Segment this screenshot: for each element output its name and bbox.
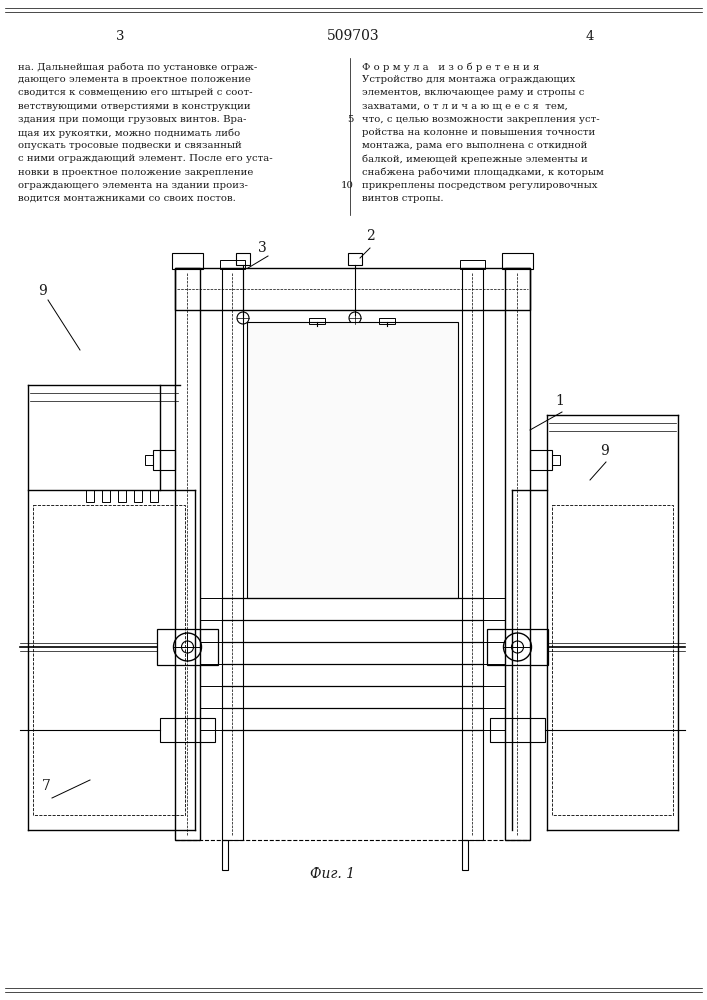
Bar <box>222 268 243 840</box>
Text: ограждающего элемента на здании произ-: ограждающего элемента на здании произ- <box>18 181 248 190</box>
Text: 4: 4 <box>586 30 594 43</box>
Bar <box>153 450 175 470</box>
Text: водится монтажниками со своих постов.: водится монтажниками со своих постов. <box>18 194 236 203</box>
Text: элементов, включающее раму и стропы с: элементов, включающее раму и стропы с <box>362 88 585 97</box>
Text: что, с целью возможности закрепления уст-: что, с целью возможности закрепления уст… <box>362 115 600 124</box>
Bar <box>505 268 530 840</box>
Bar <box>160 718 215 742</box>
Text: 9: 9 <box>600 444 609 458</box>
Bar <box>348 253 362 265</box>
Bar <box>175 268 200 840</box>
Text: щая их рукоятки, можно поднимать либо: щая их рукоятки, можно поднимать либо <box>18 128 240 137</box>
Text: прикреплены посредством регулировочных: прикреплены посредством регулировочных <box>362 181 597 190</box>
Text: Фиг. 1: Фиг. 1 <box>310 867 355 881</box>
Text: 1: 1 <box>555 394 564 408</box>
Bar <box>220 260 245 269</box>
Bar <box>150 490 158 502</box>
Text: балкой, имеющей крепежные элементы и: балкой, имеющей крепежные элементы и <box>362 154 588 164</box>
Bar <box>102 490 110 502</box>
Text: 2: 2 <box>366 229 375 243</box>
Bar <box>552 455 560 465</box>
Bar <box>379 318 395 324</box>
Bar <box>175 268 530 310</box>
Bar <box>33 505 185 815</box>
Bar <box>157 629 218 665</box>
Text: монтажа, рама его выполнена с откидной: монтажа, рама его выполнена с откидной <box>362 141 588 150</box>
Bar <box>490 718 545 742</box>
Bar <box>172 253 203 269</box>
Bar <box>552 505 673 815</box>
Text: 509703: 509703 <box>327 29 380 43</box>
Text: ветствующими отверстиями в конструкции: ветствующими отверстиями в конструкции <box>18 102 250 111</box>
Bar <box>222 840 228 870</box>
Bar <box>502 253 533 269</box>
Bar <box>236 253 250 265</box>
Bar <box>309 318 325 324</box>
Text: на. Дальнейшая работа по установке ограж-: на. Дальнейшая работа по установке ограж… <box>18 62 257 72</box>
Text: здания при помощи грузовых винтов. Вра-: здания при помощи грузовых винтов. Вра- <box>18 115 246 124</box>
Text: 3: 3 <box>258 241 267 255</box>
Bar <box>134 490 142 502</box>
Text: 9: 9 <box>38 284 47 298</box>
Bar <box>462 840 468 870</box>
Bar <box>462 268 483 840</box>
Text: с ними ограждающий элемент. После его уста-: с ними ограждающий элемент. После его ус… <box>18 154 273 163</box>
Text: винтов стропы.: винтов стропы. <box>362 194 443 203</box>
Text: дающего элемента в проектное положение: дающего элемента в проектное положение <box>18 75 251 84</box>
Text: 5: 5 <box>348 115 354 124</box>
Text: 3: 3 <box>116 30 124 43</box>
Bar <box>460 260 485 269</box>
Bar <box>530 450 552 470</box>
Text: ройства на колонне и повышения точности: ройства на колонне и повышения точности <box>362 128 595 137</box>
Text: снабжена рабочими площадками, к которым: снабжена рабочими площадками, к которым <box>362 168 604 177</box>
Bar <box>145 455 153 465</box>
Text: Ф о р м у л а   и з о б р е т е н и я: Ф о р м у л а и з о б р е т е н и я <box>362 62 539 72</box>
Text: Устройство для монтажа ограждающих: Устройство для монтажа ограждающих <box>362 75 575 84</box>
Text: 10: 10 <box>341 181 354 190</box>
Bar <box>487 629 548 665</box>
Bar <box>118 490 126 502</box>
Bar <box>86 490 94 502</box>
Text: захватами, о т л и ч а ю щ е е с я  тем,: захватами, о т л и ч а ю щ е е с я тем, <box>362 102 568 111</box>
Text: новки в проектное положение закрепление: новки в проектное положение закрепление <box>18 168 253 177</box>
Text: 7: 7 <box>42 779 51 793</box>
Text: опускать тросовые подвески и связанный: опускать тросовые подвески и связанный <box>18 141 242 150</box>
Bar <box>247 322 458 598</box>
Text: сводится к совмещению его штырей с соот-: сводится к совмещению его штырей с соот- <box>18 88 252 97</box>
